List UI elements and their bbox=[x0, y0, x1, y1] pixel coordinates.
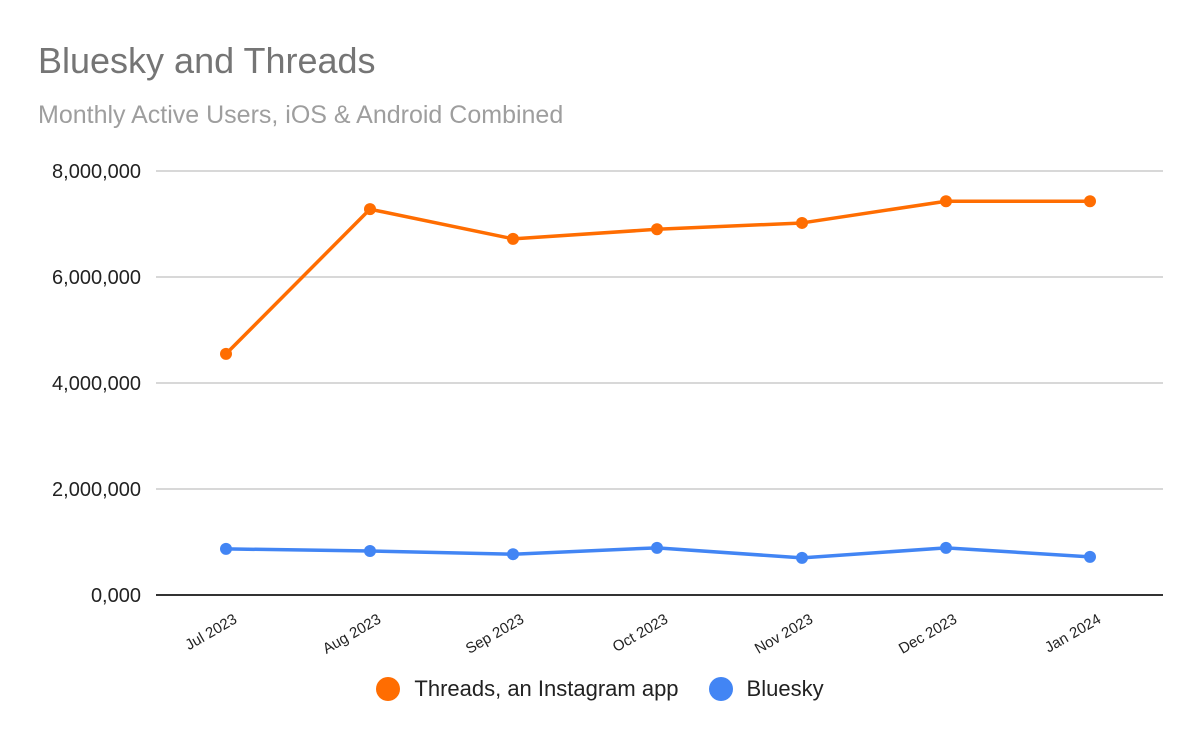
bluesky-swatch-icon bbox=[708, 677, 733, 701]
x-tick-label: Jul 2023 bbox=[182, 611, 240, 654]
data-point[interactable] bbox=[940, 541, 952, 554]
data-point[interactable] bbox=[220, 347, 232, 360]
data-point[interactable] bbox=[507, 232, 519, 245]
chart-subtitle: Monthly Active Users, iOS & Android Comb… bbox=[38, 101, 564, 129]
data-point[interactable] bbox=[651, 223, 663, 236]
data-point[interactable] bbox=[507, 548, 519, 561]
legend-label: Threads, an Instagram app bbox=[414, 676, 679, 701]
y-tick-label: 6,000,000 bbox=[52, 267, 141, 289]
data-point[interactable] bbox=[796, 216, 808, 229]
legend: Threads, an Instagram app Bluesky bbox=[0, 676, 1200, 702]
data-point[interactable] bbox=[220, 542, 232, 555]
series-bluesky bbox=[220, 541, 1096, 564]
data-point[interactable] bbox=[940, 195, 952, 208]
series-threads bbox=[220, 195, 1096, 360]
legend-label: Bluesky bbox=[746, 676, 824, 701]
chart-title: Bluesky and Threads bbox=[38, 40, 376, 81]
threads-swatch-icon bbox=[376, 677, 401, 701]
data-point[interactable] bbox=[651, 541, 663, 554]
y-tick-label: 2,000,000 bbox=[52, 479, 141, 501]
x-tick-label: Dec 2023 bbox=[896, 611, 960, 658]
data-point[interactable] bbox=[1084, 550, 1096, 563]
x-tick-label: Oct 2023 bbox=[610, 611, 671, 656]
x-tick-label: Sep 2023 bbox=[463, 611, 527, 658]
data-point[interactable] bbox=[364, 203, 376, 216]
y-tick-label: 8,000,000 bbox=[52, 161, 141, 183]
x-tick-label: Jan 2024 bbox=[1042, 611, 1104, 657]
legend-item-threads[interactable]: Threads, an Instagram app bbox=[376, 676, 679, 702]
data-point[interactable] bbox=[364, 545, 376, 558]
legend-item-bluesky[interactable]: Bluesky bbox=[708, 676, 824, 702]
y-tick-label: 0,000 bbox=[91, 585, 141, 607]
x-tick-label: Aug 2023 bbox=[320, 611, 384, 658]
data-point[interactable] bbox=[1084, 195, 1096, 208]
data-point[interactable] bbox=[796, 551, 808, 564]
y-tick-label: 4,000,000 bbox=[52, 373, 141, 395]
x-tick-label: Nov 2023 bbox=[752, 611, 816, 658]
